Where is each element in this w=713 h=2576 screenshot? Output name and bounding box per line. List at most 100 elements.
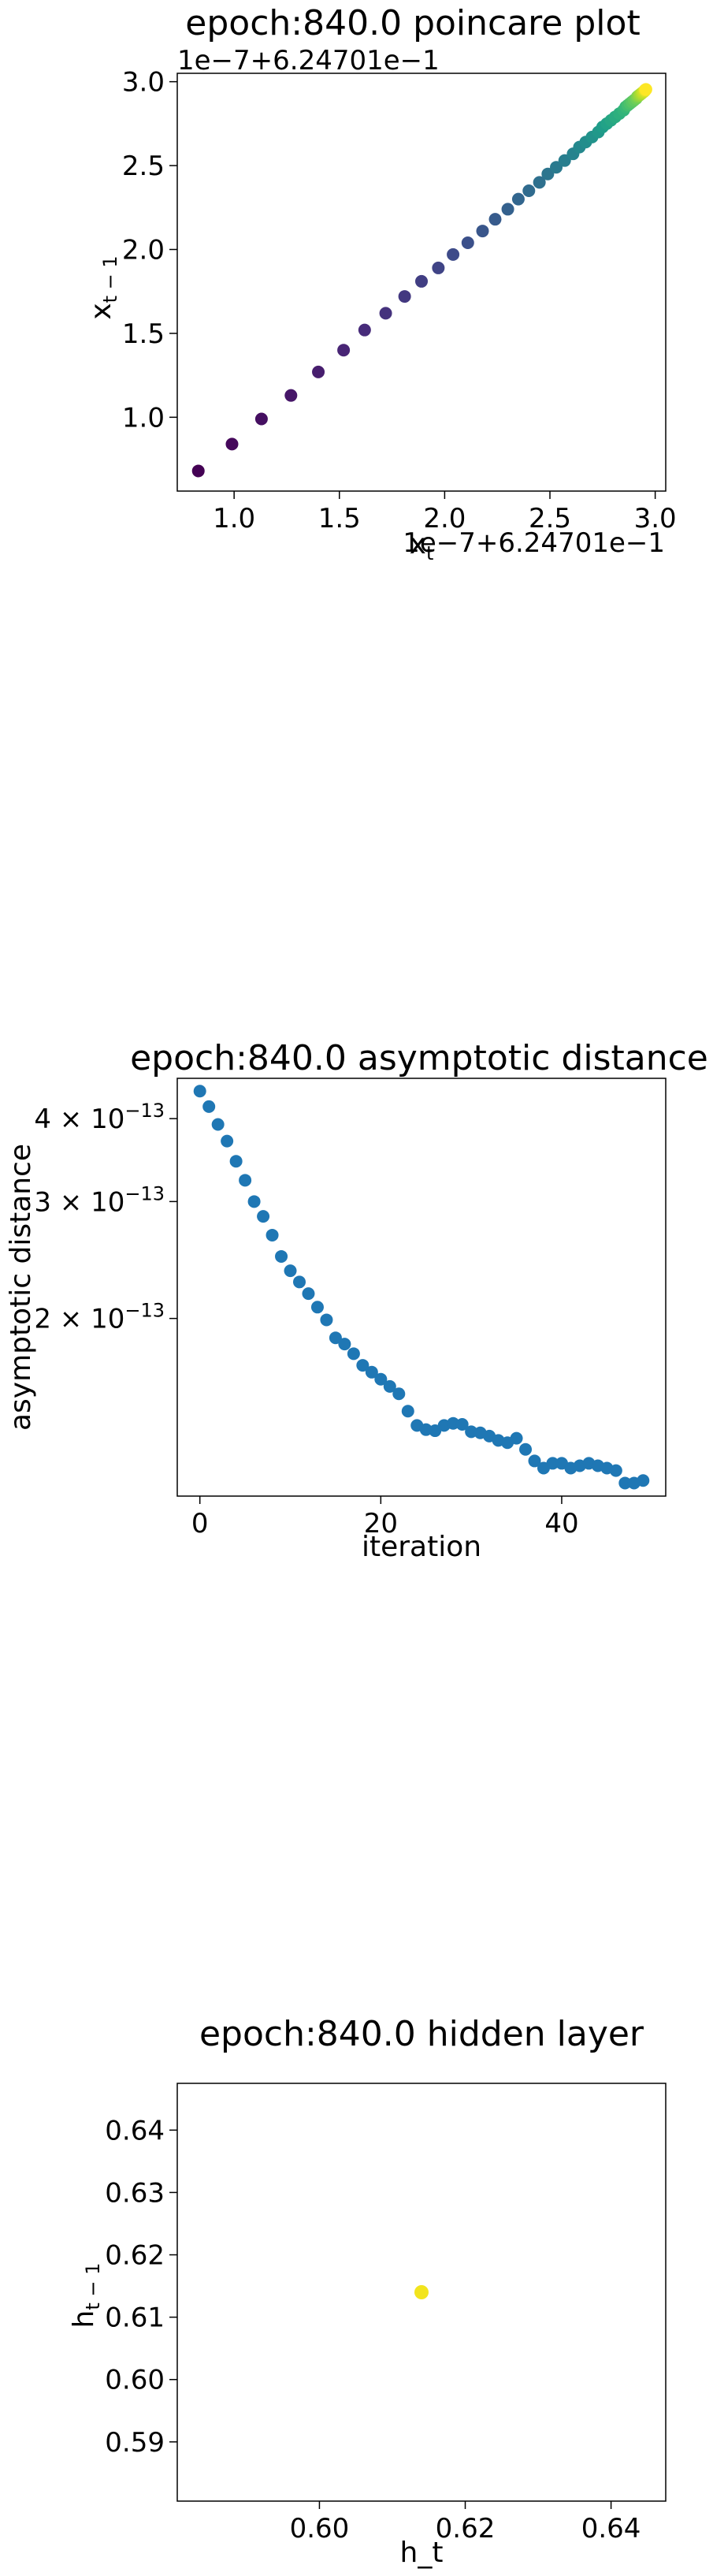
- poincare-point: [284, 389, 298, 402]
- asymptotic-point: [528, 1454, 541, 1468]
- poincare-y-tick-label: 1.5: [122, 318, 165, 350]
- poincare-title: epoch:840.0 poincare plot: [185, 3, 640, 43]
- poincare-y-axis-label: xt − 1: [85, 255, 121, 319]
- hidden-layer-y-axis-label: ht − 1: [68, 2263, 104, 2328]
- asymptotic-point: [618, 1476, 632, 1490]
- poincare-point: [501, 203, 514, 216]
- asymptotic-point: [356, 1359, 369, 1372]
- asymptotic-point: [275, 1249, 288, 1263]
- poincare-point: [337, 344, 351, 357]
- asymptotic-y-tick-label: 2 × 10−13: [34, 1300, 165, 1335]
- asymptotic-x-tick-label: 0: [191, 1508, 209, 1539]
- asymptotic-point: [374, 1372, 388, 1386]
- asymptotic-point: [247, 1195, 261, 1208]
- poincare-x-tick-label: 1.0: [213, 503, 255, 534]
- asymptotic-point: [266, 1228, 279, 1241]
- asymptotic-point: [211, 1118, 225, 1131]
- asymptotic-point: [257, 1210, 270, 1223]
- poincare-point: [358, 323, 371, 337]
- asymptotic-point: [546, 1457, 559, 1470]
- asymptotic-point: [383, 1379, 396, 1393]
- hidden-layer-x-axis-label: h_t: [400, 2537, 444, 2569]
- hidden-layer-y-tick-label: 0.64: [105, 2115, 165, 2146]
- asymptotic-point: [365, 1365, 378, 1379]
- asymptotic-point: [455, 1418, 469, 1431]
- hidden-layer-points: [414, 2285, 429, 2299]
- poincare-x-tick-label: 1.5: [318, 503, 361, 534]
- asymptotic-point: [510, 1431, 523, 1445]
- poincare-point: [558, 154, 571, 167]
- asymptotic-ticks: 0 20 40 4 × 10−13 3 × 10−13 2 × 10−13: [34, 1100, 578, 1539]
- poincare-points: [191, 83, 652, 478]
- poincare-chart: epoch:840.0 poincare plot 1e−7+6.24701e−…: [85, 3, 677, 564]
- asymptotic-point: [401, 1405, 414, 1418]
- poincare-y-offset-label: 1e−7+6.24701e−1: [177, 45, 440, 76]
- poincare-point: [461, 236, 474, 249]
- hidden-layer-y-tick-label: 0.59: [105, 2427, 165, 2459]
- poincare-y-tick-label: 2.5: [122, 151, 165, 182]
- asymptotic-point: [293, 1275, 306, 1289]
- asymptotic-x-axis-label: iteration: [362, 1531, 481, 1563]
- poincare-point: [415, 274, 428, 288]
- asymptotic-title: epoch:840.0 asymptotic distance: [130, 1038, 708, 1078]
- hidden-layer-x-tick-label: 0.64: [581, 2513, 641, 2544]
- poincare-x-tick-label: 3.0: [634, 503, 677, 534]
- poincare-y-tick-label: 3.0: [122, 67, 165, 99]
- poincare-point: [379, 307, 392, 320]
- poincare-plot-area: [176, 73, 667, 492]
- poincare-ticks: 1.0 1.5 2.0 2.5 3.0 1.0 1.5 2.0 2.5 3.0: [122, 67, 677, 534]
- poincare-point: [522, 184, 536, 197]
- asymptotic-point: [202, 1100, 216, 1113]
- hidden-layer-x-tick-label: 0.62: [436, 2513, 496, 2544]
- hidden-layer-y-tick-label: 0.63: [105, 2177, 165, 2209]
- hidden-layer-y-tick-label: 0.60: [105, 2365, 165, 2396]
- asymptotic-point: [329, 1331, 342, 1345]
- asymptotic-point: [392, 1387, 406, 1401]
- poincare-point: [225, 437, 239, 451]
- asymptotic-x-tick-label: 20: [364, 1508, 398, 1539]
- asymptotic-point: [239, 1174, 252, 1187]
- poincare-point: [432, 261, 445, 274]
- poincare-point: [447, 248, 460, 261]
- asymptotic-y-tick-label: 3 × 10−13: [34, 1182, 165, 1218]
- poincare-point: [488, 213, 502, 226]
- asymptotic-point: [221, 1134, 234, 1148]
- poincare-y-tick-label: 2.0: [122, 234, 165, 266]
- asymptotic-plot-area: [176, 1078, 667, 1497]
- poincare-point: [533, 176, 546, 189]
- poincare-point: [541, 167, 555, 181]
- poincare-point: [476, 225, 489, 238]
- poincare-point: [398, 290, 411, 303]
- hidden-layer-title: epoch:840.0 hidden layer: [199, 2014, 644, 2054]
- asymptotic-point: [338, 1338, 351, 1351]
- hidden-layer-ticks: 0.60 0.62 0.64 0.59 0.60 0.61 0.62 0.63 0.64: [105, 2115, 641, 2544]
- asymptotic-point: [320, 1313, 333, 1327]
- asymptotic-y-axis-label: asymptotic distance: [5, 1144, 37, 1431]
- poincare-point: [312, 365, 325, 378]
- asymptotic-points: [193, 1085, 650, 1490]
- asymptotic-chart: epoch:840.0 asymptotic distance 0 20 40 4 ×…: [5, 1038, 708, 1563]
- asymptotic-point: [310, 1301, 324, 1314]
- asymptotic-x-tick-label: 40: [544, 1508, 578, 1539]
- asymptotic-point: [637, 1474, 650, 1487]
- asymptotic-point: [302, 1287, 315, 1301]
- asymptotic-point: [609, 1464, 622, 1477]
- asymptotic-y-tick-label: 4 × 10−13: [34, 1100, 165, 1135]
- asymptotic-point: [347, 1347, 360, 1361]
- hidden-layer-point: [414, 2285, 429, 2299]
- poincare-point: [254, 412, 268, 426]
- hidden-layer-y-tick-label: 0.61: [105, 2302, 165, 2334]
- poincare-point: [191, 464, 205, 478]
- hidden-layer-chart: epoch:840.0 hidden layer 0.60 0.62 0.64 0.5…: [68, 2014, 667, 2569]
- asymptotic-point: [229, 1155, 243, 1168]
- poincare-x-tick-label: 2.0: [423, 503, 466, 534]
- poincare-x-tick-label: 2.5: [529, 503, 571, 534]
- poincare-point: [511, 192, 525, 206]
- asymptotic-point: [193, 1085, 206, 1098]
- asymptotic-point: [284, 1264, 297, 1278]
- hidden-layer-x-tick-label: 0.60: [290, 2513, 350, 2544]
- poincare-point: [639, 83, 652, 96]
- poincare-y-tick-label: 1.0: [122, 402, 165, 434]
- asymptotic-point: [519, 1442, 533, 1456]
